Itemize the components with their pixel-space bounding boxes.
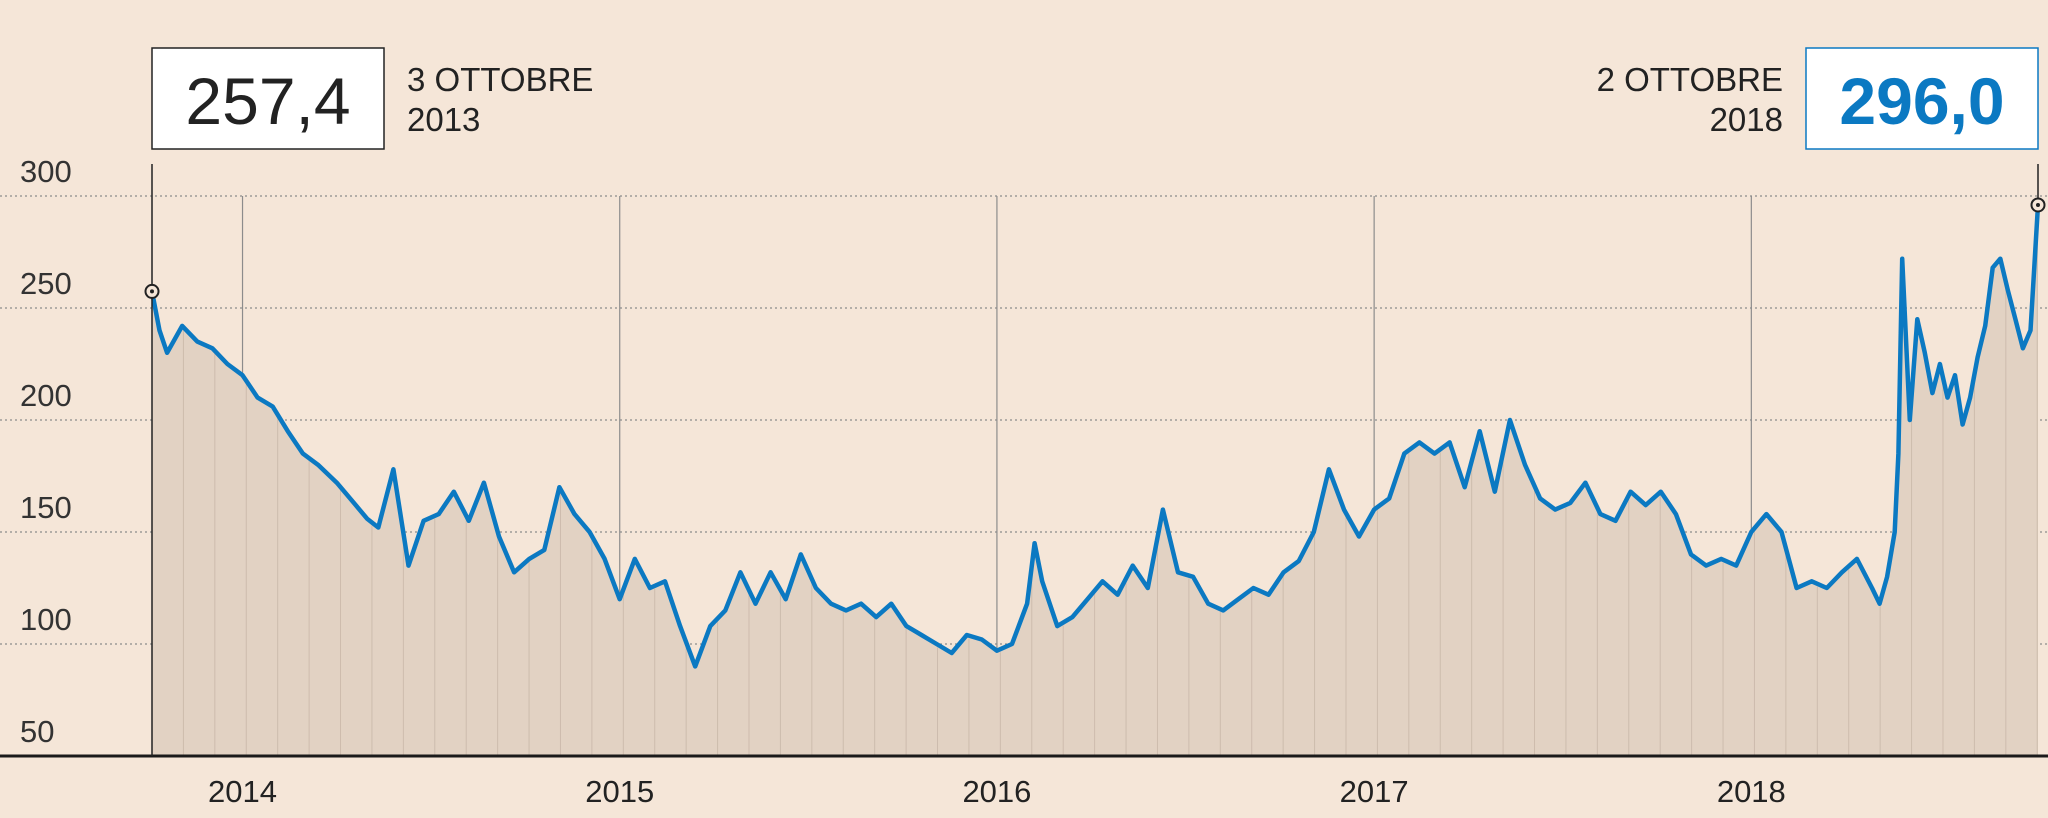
end-value-box (1805, 47, 2039, 150)
y-tick-label: 50 (20, 714, 54, 749)
y-tick-label: 150 (20, 490, 72, 525)
start-value-box (151, 47, 385, 150)
x-tick-labels: 2014 2015 2016 2017 2018 (208, 774, 1786, 809)
x-tick-label: 2014 (208, 774, 277, 809)
y-tick-label: 100 (20, 602, 72, 637)
y-tick-labels: 300 250 200 150 100 50 (20, 154, 72, 749)
start-date-line1: 3 OTTOBRE (407, 61, 593, 98)
end-date-line2: 2018 (1710, 101, 1783, 138)
y-tick-label: 200 (20, 378, 72, 413)
end-date-line1: 2 OTTOBRE (1597, 61, 1783, 98)
start-point-dot (150, 289, 154, 294)
end-value: 296,0 (1839, 64, 2004, 138)
x-tick-label: 2018 (1717, 774, 1786, 809)
series-line (149, 202, 2041, 669)
y-tick-label: 250 (20, 266, 72, 301)
x-tick-label: 2017 (1340, 774, 1409, 809)
weekly-stripes (182, 220, 2038, 756)
y-tick-label: 300 (20, 154, 72, 189)
x-tick-label: 2016 (962, 774, 1031, 809)
end-point-dot (2036, 202, 2040, 207)
x-tick-label: 2015 (585, 774, 654, 809)
start-date-line2: 2013 (407, 101, 480, 138)
start-value: 257,4 (185, 64, 350, 138)
